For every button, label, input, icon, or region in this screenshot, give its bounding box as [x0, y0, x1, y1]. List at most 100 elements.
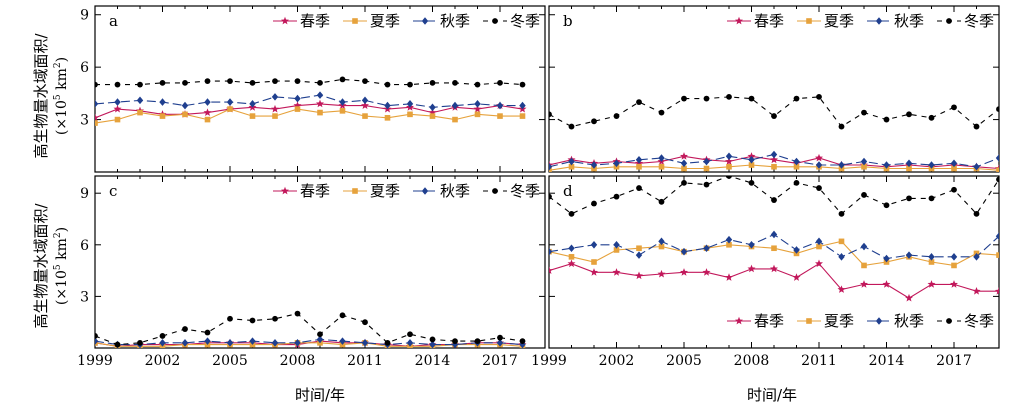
panel-letter: b — [563, 12, 573, 30]
x-tick-label: 2017 — [482, 353, 518, 369]
point-autumn — [339, 98, 346, 106]
point-summer — [658, 243, 665, 250]
point-winter — [883, 202, 890, 209]
point-winter — [568, 210, 575, 217]
point-spring — [815, 153, 823, 162]
point-winter — [838, 123, 845, 130]
point-autumn — [496, 339, 504, 347]
point-summer — [726, 163, 732, 170]
ylabel-top-unit: (×105 km2) — [53, 57, 70, 135]
point-spring — [792, 273, 801, 281]
panel-c: 1999 2002 2005 2008 2011 2014 2017 3 6 9 c 春季 夏季 秋季 冬季 — [77, 175, 546, 369]
point-winter — [204, 329, 211, 336]
point-autumn — [883, 161, 890, 169]
point-autumn — [590, 161, 598, 169]
point-winter — [951, 104, 957, 111]
point-autumn — [748, 241, 755, 249]
point-winter — [816, 185, 822, 191]
point-autumn — [406, 100, 414, 108]
legend-marker — [281, 16, 289, 25]
point-autumn — [316, 91, 324, 99]
y-tick-label: 3 — [80, 113, 89, 129]
point-winter — [681, 95, 687, 102]
point-winter — [906, 195, 912, 202]
point-spring — [725, 157, 733, 165]
x-tick-label: 1999 — [531, 353, 567, 369]
point-winter — [816, 93, 822, 100]
point-autumn — [838, 253, 845, 261]
point-summer — [339, 108, 346, 114]
x-tick-label: 1999 — [77, 353, 113, 369]
legend-item-autumn: 秋季 — [413, 12, 470, 30]
point-summer — [95, 120, 98, 126]
point-winter — [726, 176, 732, 179]
point-autumn — [973, 162, 980, 171]
point-winter — [793, 95, 800, 102]
legend-marker — [281, 186, 289, 195]
point-spring — [316, 99, 324, 108]
legend-marker — [421, 187, 429, 195]
point-spring — [770, 264, 778, 273]
point-spring — [747, 152, 756, 160]
point-autumn — [860, 157, 868, 166]
series-line-autumn — [95, 338, 523, 346]
x-tick-label: 2008 — [280, 353, 316, 369]
legend-item-spring: 春季 — [273, 12, 330, 30]
point-winter — [407, 81, 413, 88]
series-line-summer — [95, 108, 523, 124]
point-winter — [114, 341, 121, 348]
legend-label: 秋季 — [440, 182, 470, 200]
point-winter — [568, 123, 575, 130]
x-tick-label: 2005 — [666, 353, 702, 369]
panel-b: b 春季 夏季 秋季 冬季 — [548, 5, 1000, 173]
point-autumn — [406, 339, 414, 347]
legend-item-summer: 夏季 — [343, 182, 400, 200]
series-line-autumn — [95, 94, 523, 108]
point-summer — [861, 262, 867, 269]
point-winter — [137, 339, 143, 346]
point-winter — [973, 210, 980, 217]
point-spring — [815, 259, 823, 268]
point-summer — [771, 163, 777, 170]
point-summer — [182, 111, 188, 118]
point-autumn — [249, 100, 256, 108]
point-winter — [384, 339, 391, 346]
y-tick-label: 6 — [80, 60, 89, 76]
legend-marker — [946, 18, 952, 24]
point-summer — [568, 163, 575, 170]
y-tick-label: 9 — [80, 186, 89, 202]
point-autumn — [181, 101, 189, 110]
point-spring — [680, 152, 688, 160]
point-winter — [249, 317, 256, 324]
point-winter — [294, 310, 301, 317]
point-summer — [272, 113, 278, 119]
legend-label: 冬季 — [510, 12, 540, 30]
y-tick-label: 9 — [80, 8, 89, 24]
legend-label: 夏季 — [370, 12, 400, 30]
x-tick-label: 2011 — [347, 353, 383, 369]
point-autumn — [793, 246, 800, 254]
point-autumn — [136, 96, 144, 105]
point-autumn — [429, 340, 436, 348]
series-group — [95, 310, 527, 348]
point-summer — [227, 106, 233, 112]
point-winter — [339, 76, 346, 83]
legend-marker — [492, 18, 498, 24]
point-autumn — [680, 247, 688, 256]
point-spring — [567, 259, 576, 268]
point-autumn — [519, 101, 526, 110]
ylabel-bottom-unit: (×105 km2) — [53, 227, 70, 305]
legend-marker — [352, 188, 358, 194]
point-summer — [703, 165, 710, 172]
panel-d: 1999 2002 2005 2008 2011 2014 2017 d 春季 夏季 秋季 冬季 — [531, 175, 1000, 369]
point-autumn — [95, 337, 99, 345]
point-autumn — [725, 235, 733, 244]
point-summer — [906, 165, 912, 172]
point-winter — [497, 79, 503, 86]
point-winter — [474, 338, 481, 345]
point-autumn — [159, 98, 166, 106]
point-autumn — [950, 159, 958, 168]
point-winter — [95, 81, 98, 88]
point-summer — [636, 163, 642, 170]
